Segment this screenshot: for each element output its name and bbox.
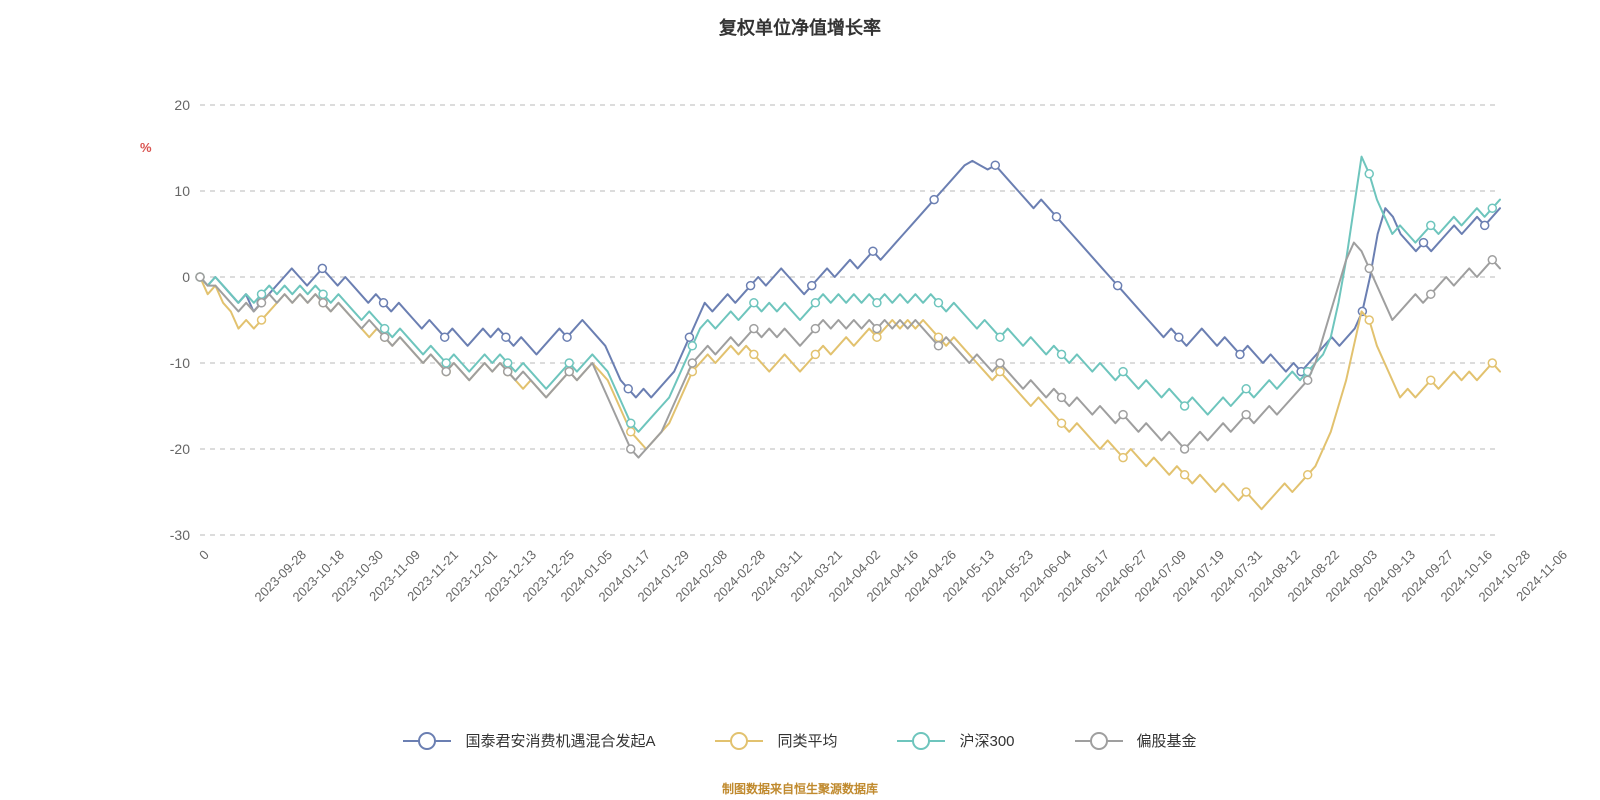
series-marker [1242,488,1250,496]
series-marker [1427,376,1435,384]
series-marker [1488,256,1496,264]
legend-marker-icon [418,732,436,750]
series-marker [934,342,942,350]
chart-container: 复权单位净值增长率 % -30-20-1001020 02023-09-2820… [0,0,1600,800]
series-marker [934,333,942,341]
series-marker [319,299,327,307]
series-marker [380,299,388,307]
series-line [200,157,1500,432]
series-marker [811,325,819,333]
series-marker [318,264,326,272]
series-marker [873,299,881,307]
series-marker [1236,350,1244,358]
series-marker [1365,316,1373,324]
series-marker [502,333,510,341]
series-marker [1427,290,1435,298]
series-marker [381,333,389,341]
series-marker [808,282,816,290]
series-marker [258,316,266,324]
series-marker [1488,204,1496,212]
series-marker [1365,264,1373,272]
legend-label: 沪深300 [959,730,1014,751]
chart-footer: 制图数据来自恒生聚源数据库 [0,780,1600,797]
series-marker [996,359,1004,367]
series-marker [627,445,635,453]
series-marker [750,299,758,307]
series-marker [258,299,266,307]
series-marker [750,350,758,358]
legend-marker-icon [730,732,748,750]
legend-marker-icon [912,732,930,750]
legend-swatch [1075,740,1123,742]
series-marker [504,368,512,376]
series-marker [1365,170,1373,178]
series-marker [1242,411,1250,419]
legend-swatch [715,740,763,742]
legend-label: 同类平均 [777,730,837,751]
series-marker [1181,445,1189,453]
series-marker [441,333,449,341]
series-marker [869,247,877,255]
series-marker [1114,282,1122,290]
series-marker [1304,376,1312,384]
series-marker [565,368,573,376]
series-marker [1181,402,1189,410]
series-marker [991,161,999,169]
series-marker [1304,471,1312,479]
series-marker [811,299,819,307]
series-marker [1420,239,1428,247]
series-marker [381,325,389,333]
series-marker [1488,359,1496,367]
legend-label: 偏股基金 [1137,730,1197,751]
series-marker [934,299,942,307]
series-marker [873,333,881,341]
plot-area [0,0,1600,800]
legend-item: 国泰君安消费机遇混合发起A [403,730,655,751]
series-marker [624,385,632,393]
series-marker [442,368,450,376]
series-marker [1052,213,1060,221]
series-marker [688,342,696,350]
series-marker [1175,333,1183,341]
legend-label: 国泰君安消费机遇混合发起A [465,730,655,751]
series-marker [811,350,819,358]
series-marker [1242,385,1250,393]
series-marker [1058,393,1066,401]
series-marker [1481,221,1489,229]
legend-item: 沪深300 [897,730,1014,751]
series-line [200,161,1500,398]
series-marker [627,428,635,436]
series-marker [504,359,512,367]
series-marker [1119,454,1127,462]
series-marker [563,333,571,341]
series-marker [996,333,1004,341]
series-marker [688,359,696,367]
series-marker [685,333,693,341]
legend-swatch [897,740,945,742]
series-marker [930,196,938,204]
series-line [200,243,1500,458]
series-marker [996,368,1004,376]
series-marker [319,290,327,298]
series-marker [750,325,758,333]
legend: 国泰君安消费机遇混合发起A 同类平均 沪深300 偏股基金 [0,730,1600,751]
series-marker [873,325,881,333]
series-marker [1058,350,1066,358]
series-marker [627,419,635,427]
series-marker [1427,221,1435,229]
series-marker [442,359,450,367]
legend-marker-icon [1090,732,1108,750]
series-marker [196,273,204,281]
series-marker [1181,471,1189,479]
legend-item: 偏股基金 [1075,730,1197,751]
series-marker [1119,411,1127,419]
series-marker [747,282,755,290]
series-marker [565,359,573,367]
series-marker [1058,419,1066,427]
series-marker [258,290,266,298]
legend-swatch [403,740,451,742]
series-marker [1119,368,1127,376]
legend-item: 同类平均 [715,730,837,751]
